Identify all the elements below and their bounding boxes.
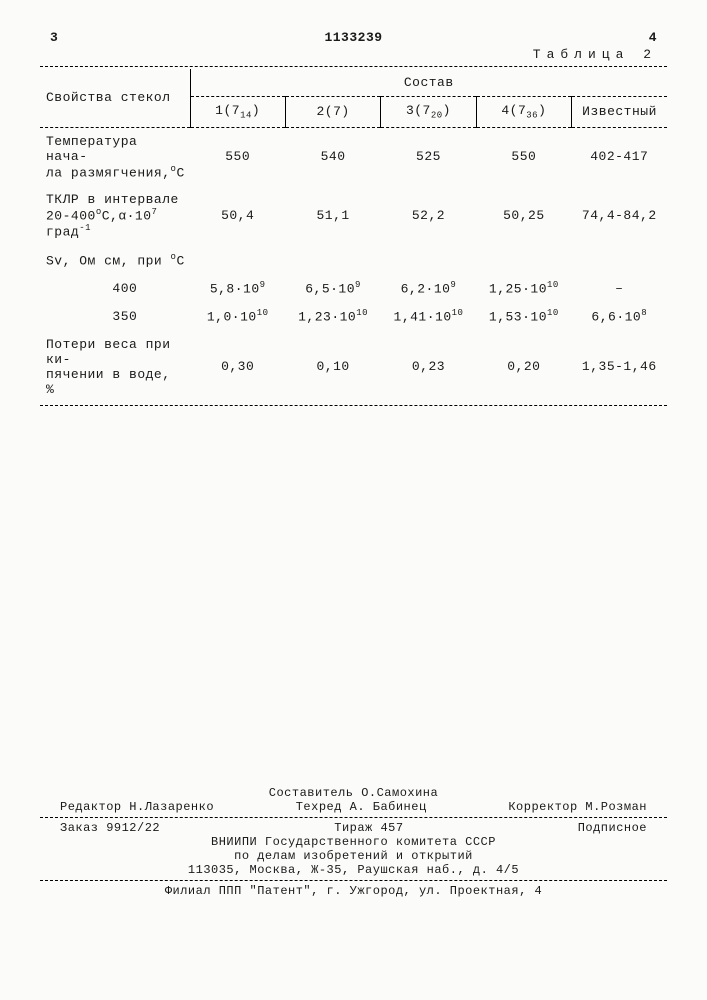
order: Заказ 9912/22: [60, 821, 160, 835]
row-label: Sv, Ом см, при оС: [40, 246, 190, 274]
cell: 50,25: [476, 186, 571, 246]
cell: 74,4-84,2: [572, 186, 667, 246]
tirazh: Тираж 457: [334, 821, 403, 835]
page-right-num: 4: [649, 30, 657, 45]
cell: 1,25·1010: [476, 274, 571, 302]
cell: 1,0·1010: [190, 302, 285, 330]
row-label: 350: [40, 302, 190, 330]
col-4: 4(736): [476, 97, 571, 128]
cell: 50,4: [190, 186, 285, 246]
cell: 6,6·108: [572, 302, 667, 330]
col-1: 1(714): [190, 97, 285, 128]
cell: [285, 246, 380, 274]
page-header: 3 1133239 4: [40, 30, 667, 45]
cell: 1,41·1010: [381, 302, 476, 330]
cell: 6,2·109: [381, 274, 476, 302]
row-label: 400: [40, 274, 190, 302]
table-row: 4005,8·1096,5·1096,2·1091,25·1010–: [40, 274, 667, 302]
cell: –: [572, 274, 667, 302]
cell: 5,8·109: [190, 274, 285, 302]
cell: 402-417: [572, 128, 667, 186]
table-row: ТКЛР в интервале20-400оС,α·107 град-150,…: [40, 186, 667, 246]
divider: [40, 405, 667, 406]
compiler: Составитель О.Самохина: [40, 786, 667, 800]
col-2: 2(7): [285, 97, 380, 128]
table-row: 3501,0·10101,23·10101,41·10101,53·10106,…: [40, 302, 667, 330]
cell: 1,53·1010: [476, 302, 571, 330]
properties-table: Свойства стекол Состав 1(714) 2(7) 3(720…: [40, 69, 667, 403]
cell: 1,35-1,46: [572, 331, 667, 403]
cell: 550: [190, 128, 285, 186]
col-group-composition: Состав: [190, 69, 667, 97]
org2: по делам изобретений и открытий: [40, 849, 667, 863]
addr2: Филиал ППП "Патент", г. Ужгород, ул. Про…: [40, 884, 667, 898]
cell: 525: [381, 128, 476, 186]
cell: 1,23·1010: [285, 302, 380, 330]
techred: Техред А. Бабинец: [296, 800, 427, 814]
page-left-num: 3: [50, 30, 58, 45]
row-label: Температура нача-ла размягчения,оС: [40, 128, 190, 186]
cell: 52,2: [381, 186, 476, 246]
cell: 540: [285, 128, 380, 186]
cell: 51,1: [285, 186, 380, 246]
cell: [476, 246, 571, 274]
row-label: ТКЛР в интервале20-400оС,α·107 град-1: [40, 186, 190, 246]
col-properties: Свойства стекол: [40, 69, 190, 127]
org1: ВНИИПИ Государственного комитета СССР: [40, 835, 667, 849]
divider: [40, 66, 667, 67]
cell: 550: [476, 128, 571, 186]
col-known: Известный: [572, 97, 667, 128]
col-3: 3(720): [381, 97, 476, 128]
podpis: Подписное: [578, 821, 647, 835]
editor: Редактор Н.Лазаренко: [60, 800, 214, 814]
cell: [190, 246, 285, 274]
corrector: Корректор М.Розман: [508, 800, 647, 814]
cell: [381, 246, 476, 274]
cell: 0,23: [381, 331, 476, 403]
table-row: Sv, Ом см, при оС: [40, 246, 667, 274]
cell: 0,10: [285, 331, 380, 403]
cell: [572, 246, 667, 274]
table-row: Температура нача-ла размягчения,оС550540…: [40, 128, 667, 186]
cell: 0,30: [190, 331, 285, 403]
table-body: Температура нача-ла размягчения,оС550540…: [40, 128, 667, 403]
row-label: Потери веса при ки-пячении в воде, %: [40, 331, 190, 403]
patent-number: 1133239: [58, 30, 648, 45]
cell: 6,5·109: [285, 274, 380, 302]
table-caption: Таблица 2: [40, 47, 667, 62]
cell: 0,20: [476, 331, 571, 403]
addr1: 113035, Москва, Ж-35, Раушская наб., д. …: [40, 863, 667, 877]
imprint-footer: Составитель О.Самохина Редактор Н.Лазаре…: [40, 786, 667, 898]
table-row: Потери веса при ки-пячении в воде, %0,30…: [40, 331, 667, 403]
